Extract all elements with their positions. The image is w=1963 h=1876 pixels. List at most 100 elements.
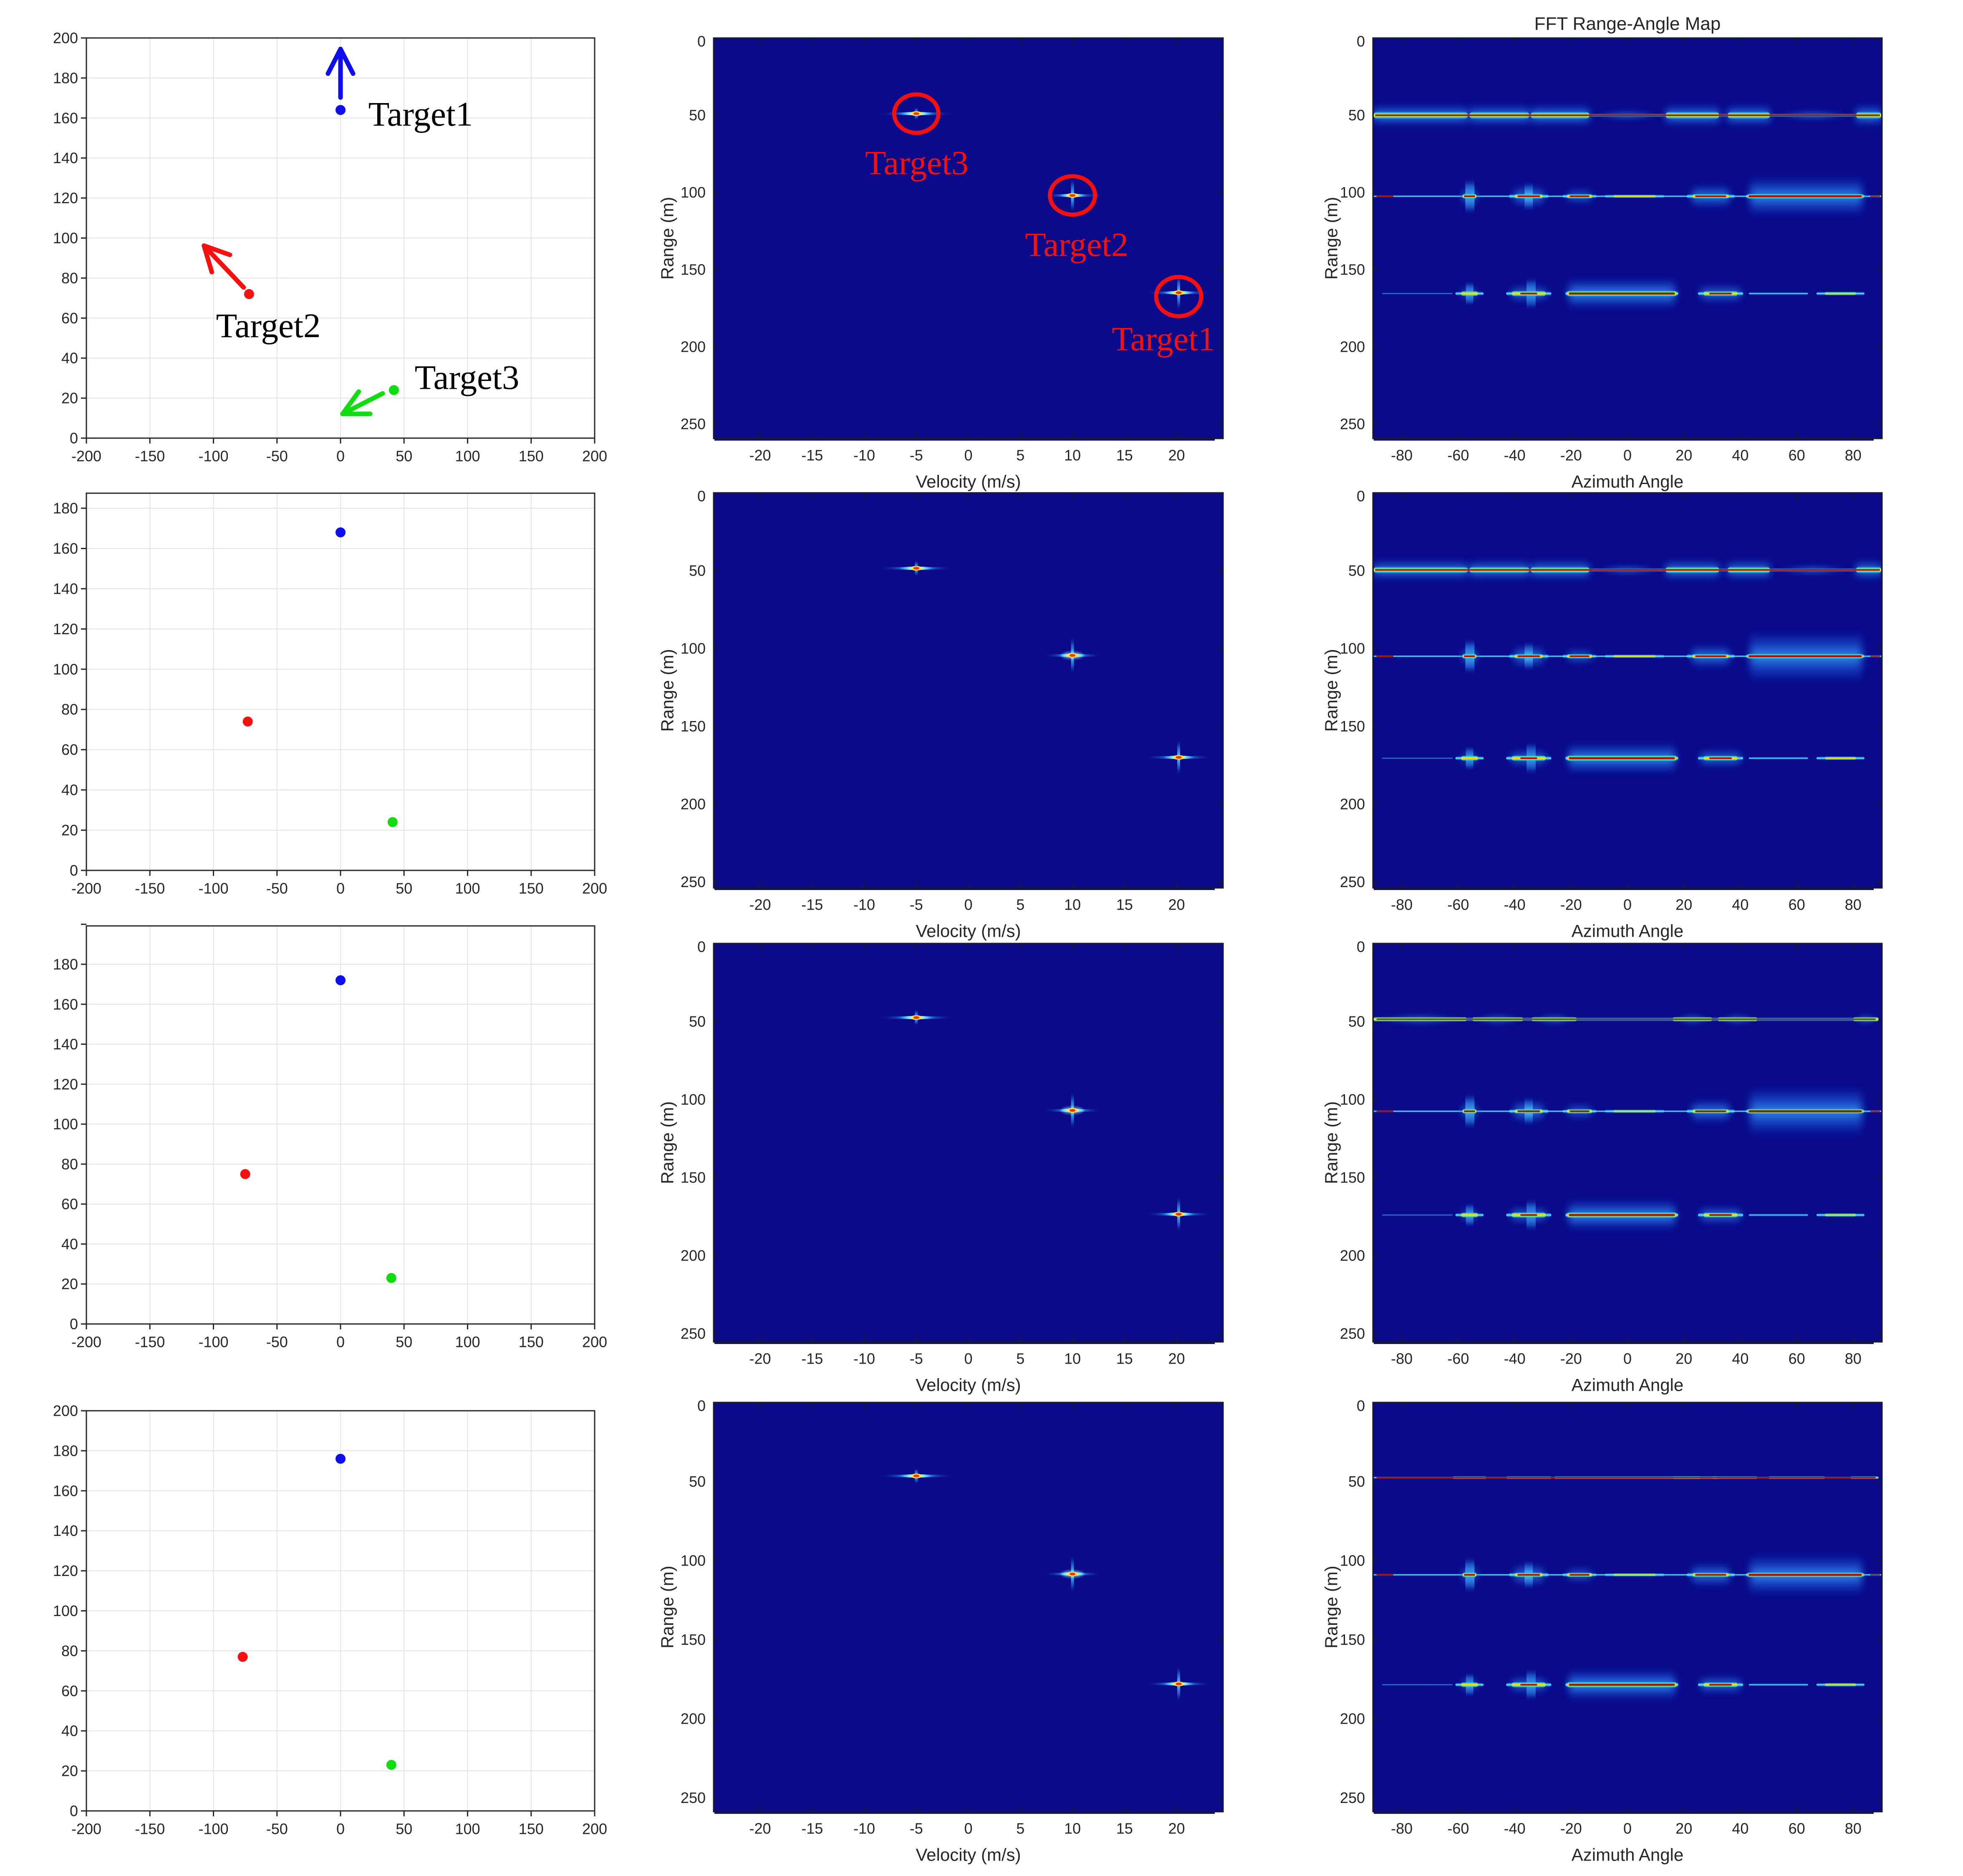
svg-text:0: 0 — [70, 862, 78, 879]
svg-text:-50: -50 — [266, 1821, 288, 1838]
svg-text:Target1: Target1 — [1112, 320, 1215, 358]
svg-text:20: 20 — [61, 1276, 78, 1293]
svg-text:0: 0 — [697, 33, 706, 50]
svg-text:100: 100 — [455, 1334, 480, 1351]
svg-text:40: 40 — [61, 1722, 78, 1740]
svg-text:-200: -200 — [71, 1821, 101, 1838]
svg-text:60: 60 — [61, 741, 78, 758]
svg-text:100: 100 — [681, 1091, 706, 1108]
svg-text:140: 140 — [53, 1522, 78, 1539]
svg-text:-5: -5 — [910, 1350, 923, 1367]
svg-text:Velocity (m/s): Velocity (m/s) — [916, 921, 1021, 941]
svg-text:0: 0 — [336, 880, 345, 897]
svg-text:-60: -60 — [1447, 1820, 1469, 1837]
svg-text:0: 0 — [1623, 1350, 1632, 1367]
svg-text:150: 150 — [681, 261, 706, 278]
svg-text:200: 200 — [1340, 338, 1365, 356]
svg-text:80: 80 — [61, 701, 78, 718]
svg-text:100: 100 — [53, 661, 78, 678]
svg-text:120: 120 — [53, 620, 78, 638]
svg-text:Range (m): Range (m) — [658, 1101, 677, 1184]
svg-text:50: 50 — [689, 562, 706, 579]
svg-text:180: 180 — [53, 500, 78, 517]
svg-text:120: 120 — [53, 1562, 78, 1579]
svg-text:10: 10 — [1064, 1350, 1081, 1367]
svg-text:0: 0 — [964, 1820, 972, 1837]
svg-text:150: 150 — [681, 1169, 706, 1186]
svg-text:-10: -10 — [853, 447, 875, 464]
svg-text:FFT Range-Angle Map: FFT Range-Angle Map — [1534, 14, 1721, 34]
svg-text:40: 40 — [1732, 1350, 1749, 1367]
svg-text:150: 150 — [1340, 1169, 1365, 1186]
svg-text:Range (m): Range (m) — [1322, 649, 1341, 731]
svg-text:-60: -60 — [1447, 896, 1469, 913]
svg-text:0: 0 — [964, 896, 972, 913]
svg-text:20: 20 — [1168, 1350, 1185, 1367]
svg-text:0: 0 — [697, 1397, 706, 1415]
svg-text:Azimuth Angle: Azimuth Angle — [1572, 921, 1684, 941]
svg-text:140: 140 — [53, 580, 78, 597]
svg-text:200: 200 — [582, 1821, 607, 1838]
svg-text:-10: -10 — [853, 1350, 875, 1367]
svg-text:250: 250 — [681, 1789, 706, 1806]
svg-text:20: 20 — [1168, 447, 1185, 464]
svg-text:200: 200 — [53, 30, 78, 47]
svg-text:200: 200 — [681, 796, 706, 813]
svg-text:5: 5 — [1016, 1820, 1024, 1837]
svg-text:20: 20 — [1675, 1350, 1692, 1367]
svg-text:120: 120 — [53, 1076, 78, 1093]
svg-text:40: 40 — [61, 1236, 78, 1253]
svg-text:100: 100 — [455, 448, 480, 465]
svg-text:150: 150 — [681, 1631, 706, 1648]
svg-text:20: 20 — [1675, 447, 1692, 464]
svg-text:-80: -80 — [1391, 447, 1413, 464]
svg-text:20: 20 — [1675, 896, 1692, 913]
svg-text:100: 100 — [1340, 1552, 1365, 1569]
svg-text:0: 0 — [964, 447, 972, 464]
svg-text:-20: -20 — [749, 1350, 771, 1367]
svg-text:0: 0 — [1357, 938, 1365, 956]
svg-text:40: 40 — [1732, 447, 1749, 464]
svg-text:20: 20 — [1675, 1820, 1692, 1837]
svg-text:Range (m): Range (m) — [658, 1566, 677, 1648]
svg-text:15: 15 — [1116, 1350, 1133, 1367]
svg-text:-100: -100 — [198, 448, 228, 465]
svg-text:-40: -40 — [1504, 1820, 1526, 1837]
svg-text:-5: -5 — [910, 447, 923, 464]
svg-text:-40: -40 — [1504, 1350, 1526, 1367]
svg-text:200: 200 — [582, 1334, 607, 1351]
svg-text:0: 0 — [1623, 896, 1632, 913]
svg-text:-150: -150 — [135, 1334, 165, 1351]
svg-text:200: 200 — [1340, 1247, 1365, 1264]
svg-text:-15: -15 — [801, 1820, 823, 1837]
svg-text:80: 80 — [1845, 447, 1862, 464]
svg-text:150: 150 — [519, 1821, 544, 1838]
svg-text:200: 200 — [582, 448, 607, 465]
svg-text:-50: -50 — [266, 1334, 288, 1351]
svg-text:Target3: Target3 — [415, 358, 520, 396]
svg-text:160: 160 — [53, 109, 78, 126]
svg-text:80: 80 — [61, 270, 78, 287]
svg-text:-5: -5 — [910, 1820, 923, 1837]
svg-text:50: 50 — [1348, 562, 1365, 579]
svg-text:80: 80 — [1845, 896, 1862, 913]
svg-text:60: 60 — [61, 310, 78, 327]
svg-text:-100: -100 — [198, 880, 228, 897]
svg-text:250: 250 — [681, 416, 706, 433]
svg-text:250: 250 — [681, 873, 706, 890]
svg-text:-10: -10 — [853, 1820, 875, 1837]
svg-text:10: 10 — [1064, 447, 1081, 464]
svg-text:-15: -15 — [801, 447, 823, 464]
svg-text:0: 0 — [1357, 1397, 1365, 1415]
svg-text:50: 50 — [1348, 1473, 1365, 1490]
svg-text:50: 50 — [396, 1334, 412, 1351]
svg-text:160: 160 — [53, 1482, 78, 1499]
svg-text:Velocity (m/s): Velocity (m/s) — [916, 1375, 1021, 1395]
svg-text:200: 200 — [1340, 796, 1365, 813]
svg-text:Range (m): Range (m) — [658, 649, 677, 731]
svg-text:5: 5 — [1016, 1350, 1024, 1367]
svg-text:50: 50 — [689, 107, 706, 124]
svg-text:5: 5 — [1016, 896, 1024, 913]
svg-text:60: 60 — [61, 1682, 78, 1699]
svg-text:0: 0 — [1623, 447, 1632, 464]
